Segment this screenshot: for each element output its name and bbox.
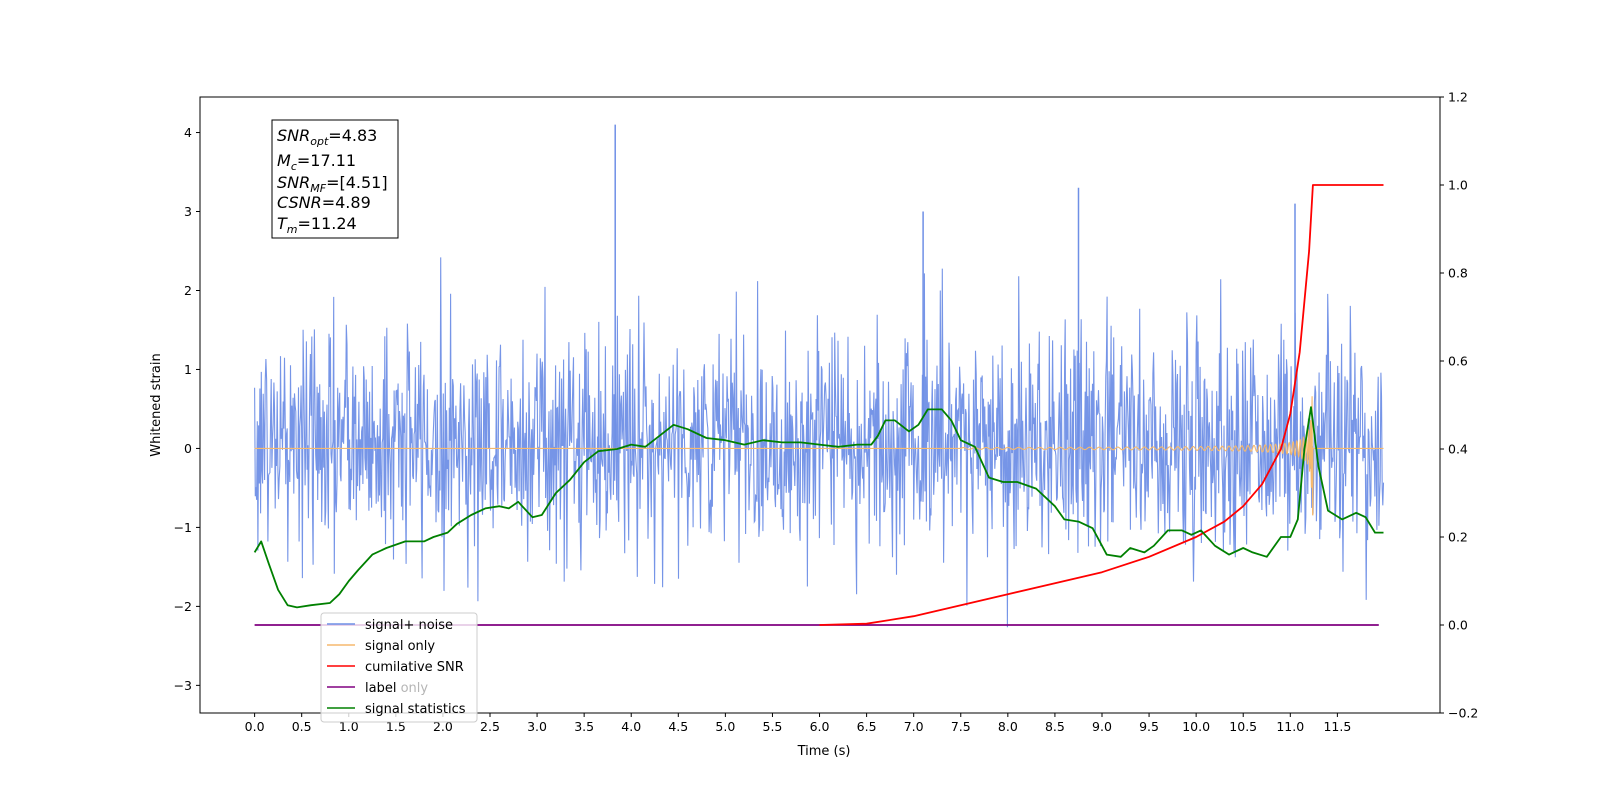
x-tick-label: 2.5 bbox=[480, 719, 500, 734]
x-tick-label: 10.5 bbox=[1229, 719, 1257, 734]
legend-item-signal-noise: signal+ noise bbox=[327, 618, 453, 633]
series-signal-only-line bbox=[254, 396, 1384, 516]
annotation-snr-opt: SNRopt=4.83 bbox=[277, 126, 377, 148]
y-tick-label: 0 bbox=[184, 441, 192, 456]
x-tick-label: 1.0 bbox=[339, 719, 359, 734]
annotation-csnr: CSNR=4.89 bbox=[277, 193, 371, 212]
x-tick-label: 9.0 bbox=[1092, 719, 1112, 734]
legend-item-signal-statistics: signal statistics bbox=[327, 702, 466, 717]
axes: 0.0 0.5 1.0 1.5 2.0 2.5 3.0 3.5 4.0 4.5 5.0 5.5 6.0 6… bbox=[174, 90, 1479, 735]
x-tick-label: 11.5 bbox=[1323, 719, 1351, 734]
y-tick-label: −1 bbox=[174, 520, 192, 535]
x-tick-label: 6.0 bbox=[810, 719, 830, 734]
y2-tick-label: 0.8 bbox=[1448, 266, 1468, 281]
x-tick-label: 7.0 bbox=[904, 719, 924, 734]
y2-tick-label: 0.2 bbox=[1448, 530, 1468, 545]
x-tick-label: 1.5 bbox=[386, 719, 406, 734]
x-tick-label: 4.0 bbox=[621, 719, 641, 734]
series-signal-statistics-line bbox=[253, 406, 1384, 609]
y-tick-label: 3 bbox=[184, 204, 192, 219]
x-tick-label: 11.0 bbox=[1276, 719, 1304, 734]
y2-tick-label: 0.0 bbox=[1448, 618, 1468, 633]
x-tick-label: 10.0 bbox=[1182, 719, 1210, 734]
y2-tick-label: 1.2 bbox=[1448, 90, 1468, 105]
x-tick-label: 5.0 bbox=[715, 719, 735, 734]
annotation-snr-mf: SNRMF=[4.51] bbox=[277, 173, 388, 195]
legend-item-cumulative-snr: cumilative SNR bbox=[327, 660, 464, 675]
annotation-box: SNRopt=4.83 Mc=17.11 SNRMF=[4.51] CSNR=4… bbox=[271, 119, 399, 239]
x-tick-label: 8.5 bbox=[1045, 719, 1065, 734]
x-tick-label: 0.0 bbox=[245, 719, 265, 734]
x-axis-label: Time (s) bbox=[797, 744, 851, 759]
legend-label-signal-noise: signal+ noise bbox=[365, 618, 453, 633]
annotation-tm: Tm=11.24 bbox=[277, 214, 357, 236]
y2-tick-label: −0.2 bbox=[1448, 706, 1478, 721]
annotation-mc: Mc=17.11 bbox=[277, 151, 356, 173]
x-tick-label: 3.0 bbox=[527, 719, 547, 734]
y-tick-label: −3 bbox=[174, 678, 192, 693]
y-tick-label: 1 bbox=[184, 362, 192, 377]
legend-label-signal-only: signal only bbox=[365, 639, 435, 654]
legend: signal+ noise signal only cumilative SNR… bbox=[320, 612, 478, 723]
legend-label-label: label bbox=[365, 681, 396, 696]
series-signal-noise-spikes bbox=[614, 124, 1296, 449]
plot-area bbox=[253, 124, 1385, 628]
y2-tick-label: 0.4 bbox=[1448, 442, 1468, 457]
legend-label-signal-statistics: signal statistics bbox=[365, 702, 466, 717]
x-tick-label: 8.0 bbox=[998, 719, 1018, 734]
legend-item-signal-only: signal only bbox=[327, 639, 435, 654]
series-cumulative-snr-line bbox=[819, 184, 1384, 626]
y2-tick-label: 0.6 bbox=[1448, 354, 1468, 369]
legend-item-label: label bbox=[327, 678, 400, 696]
x-tick-label: 2.0 bbox=[433, 719, 453, 734]
y-tick-label: −2 bbox=[174, 599, 192, 614]
y-tick-label: 2 bbox=[184, 283, 192, 298]
x-tick-label: 7.5 bbox=[951, 719, 971, 734]
x-tick-label: 6.5 bbox=[857, 719, 877, 734]
x-tick-label: 9.5 bbox=[1139, 719, 1159, 734]
y-axis-label: Whitened strain bbox=[149, 353, 164, 456]
legend-label-cumulative-snr: cumilative SNR bbox=[365, 660, 464, 675]
x-tick-label: 0.5 bbox=[292, 719, 312, 734]
x-tick-label: 3.5 bbox=[574, 719, 594, 734]
y2-tick-label: 1.0 bbox=[1448, 178, 1468, 193]
x-tick-label: 5.5 bbox=[763, 719, 783, 734]
y-tick-label: 4 bbox=[184, 125, 192, 140]
x-tick-label: 4.5 bbox=[668, 719, 688, 734]
